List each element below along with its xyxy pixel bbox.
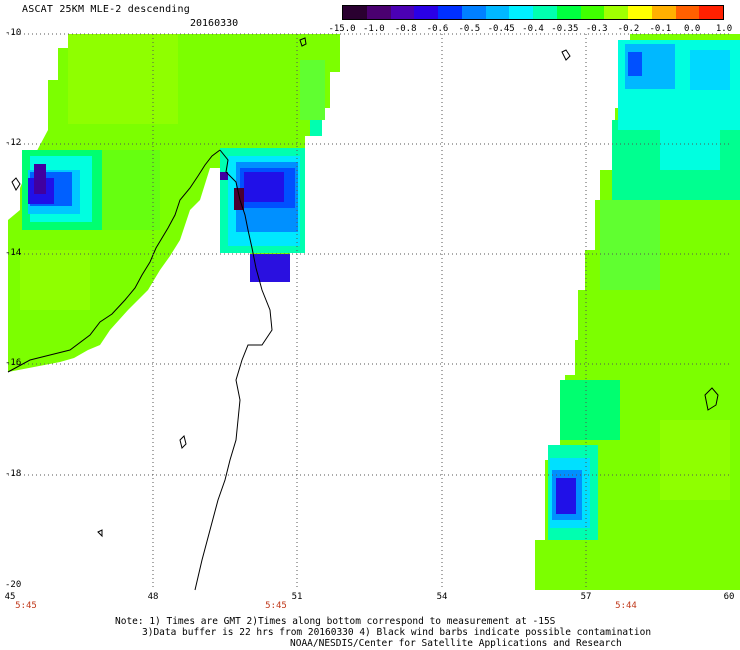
colorbar-tick-label: -0.1: [649, 24, 672, 34]
colorbar-labels: -15.0 -1.0 -0.8 -0.6 -0.5 -0.45 -0.4 -0.35 -0.3-…: [328, 24, 732, 36]
note-line-1: Note: 1) Times are GMT 2)Times along bot…: [115, 616, 556, 627]
colorbar-segment: [556, 6, 581, 19]
colorbar-segment: [414, 6, 438, 19]
colorbar-segment: [390, 6, 415, 19]
colorbar-segment: [604, 6, 628, 19]
wind-feature-south: [556, 478, 576, 514]
wind-feature-south-block: [250, 254, 290, 282]
colorbar-segment: [580, 6, 605, 19]
swath-shade: [310, 120, 322, 136]
note-line-3: NOAA/NESDIS/Center for Satellite Applica…: [290, 638, 622, 649]
island-small: [179, 435, 187, 449]
colorbar-segment: [699, 6, 723, 19]
colorbar-tick-label: 1.0: [715, 24, 733, 34]
colorbar-segment: [343, 6, 367, 19]
time-label: 5:45: [265, 601, 287, 611]
colorbar-segment: [485, 6, 510, 19]
colorbar-tick-label: -0.4: [522, 24, 544, 34]
product-title: ASCAT 25KM MLE-2 descending: [22, 4, 190, 15]
coastline: [7, 37, 719, 591]
island-small: [299, 37, 307, 47]
colorbar-segment: [366, 6, 391, 19]
comoros-outline: [11, 177, 21, 191]
colorbar: [342, 5, 724, 20]
lat-label: -14: [5, 248, 22, 258]
right-swath: [535, 34, 740, 590]
lat-label: -10: [5, 28, 22, 38]
colorbar-tick-label: -0.45: [487, 24, 515, 34]
lon-label: 45: [4, 592, 16, 602]
colorbar-tick-label: -0.6: [426, 24, 449, 34]
swath-shade: [68, 34, 178, 124]
colorbar-segment: [509, 6, 533, 19]
colorbar-segment: [461, 6, 486, 19]
colorbar-tick-label: -0.3: [585, 24, 608, 34]
swath-shade: [600, 200, 660, 290]
colorbar-segment: [675, 6, 700, 19]
colorbar-tick-label: -0.35: [551, 24, 579, 34]
swath-shade: [560, 380, 620, 440]
swath-shade: [660, 420, 730, 500]
lon-label: 60: [723, 592, 735, 602]
time-label: 5:44: [615, 601, 637, 611]
wind-feature-north-tip: [234, 188, 244, 210]
wind-feature-ne: [660, 130, 720, 170]
colorbar-tick-label: -15.0: [328, 24, 356, 34]
wind-feature-west: [34, 164, 46, 194]
wind-feature-north-tip: [244, 172, 284, 202]
wind-feature-ne: [690, 50, 730, 90]
note-line-2: 3)Data buffer is 22 hrs from 20160330 4)…: [142, 627, 652, 638]
colorbar-tick-label: -1.0: [362, 24, 385, 34]
colorbar-segment: [651, 6, 676, 19]
lat-label: -18: [5, 469, 22, 479]
lon-label: 57: [580, 592, 592, 602]
lon-label: 48: [147, 592, 159, 602]
colorbar-segment: [533, 6, 557, 19]
swath-shade: [300, 60, 325, 120]
product-date: 20160330: [190, 18, 239, 29]
colorbar-tick-label: 0.0: [684, 24, 701, 34]
colorbar-segment: [628, 6, 652, 19]
lat-label: -12: [5, 138, 22, 148]
wind-feature-ne: [628, 52, 642, 76]
colorbar-tick-label: -0.2: [617, 24, 640, 34]
time-label: 5:45: [15, 601, 37, 611]
colorbar-tick-label: -0.5: [458, 24, 481, 34]
lat-label: -16: [5, 358, 22, 368]
left-swath: [8, 34, 340, 372]
colorbar-segment: [438, 6, 462, 19]
mainland-coast: [7, 149, 221, 373]
graticule: [8, 33, 730, 590]
madagascar-coast: [194, 149, 273, 591]
island-small: [97, 529, 103, 538]
island-north: [561, 49, 571, 61]
lon-label: 54: [436, 592, 448, 602]
swath-shade: [20, 250, 90, 310]
wind-feature-north-tip: [220, 172, 228, 180]
island-east: [704, 387, 719, 411]
lon-label: 51: [291, 592, 303, 602]
swath-shade: [100, 150, 160, 230]
colorbar-tick-label: -0.8: [394, 24, 417, 34]
lat-label: -20: [5, 580, 22, 590]
